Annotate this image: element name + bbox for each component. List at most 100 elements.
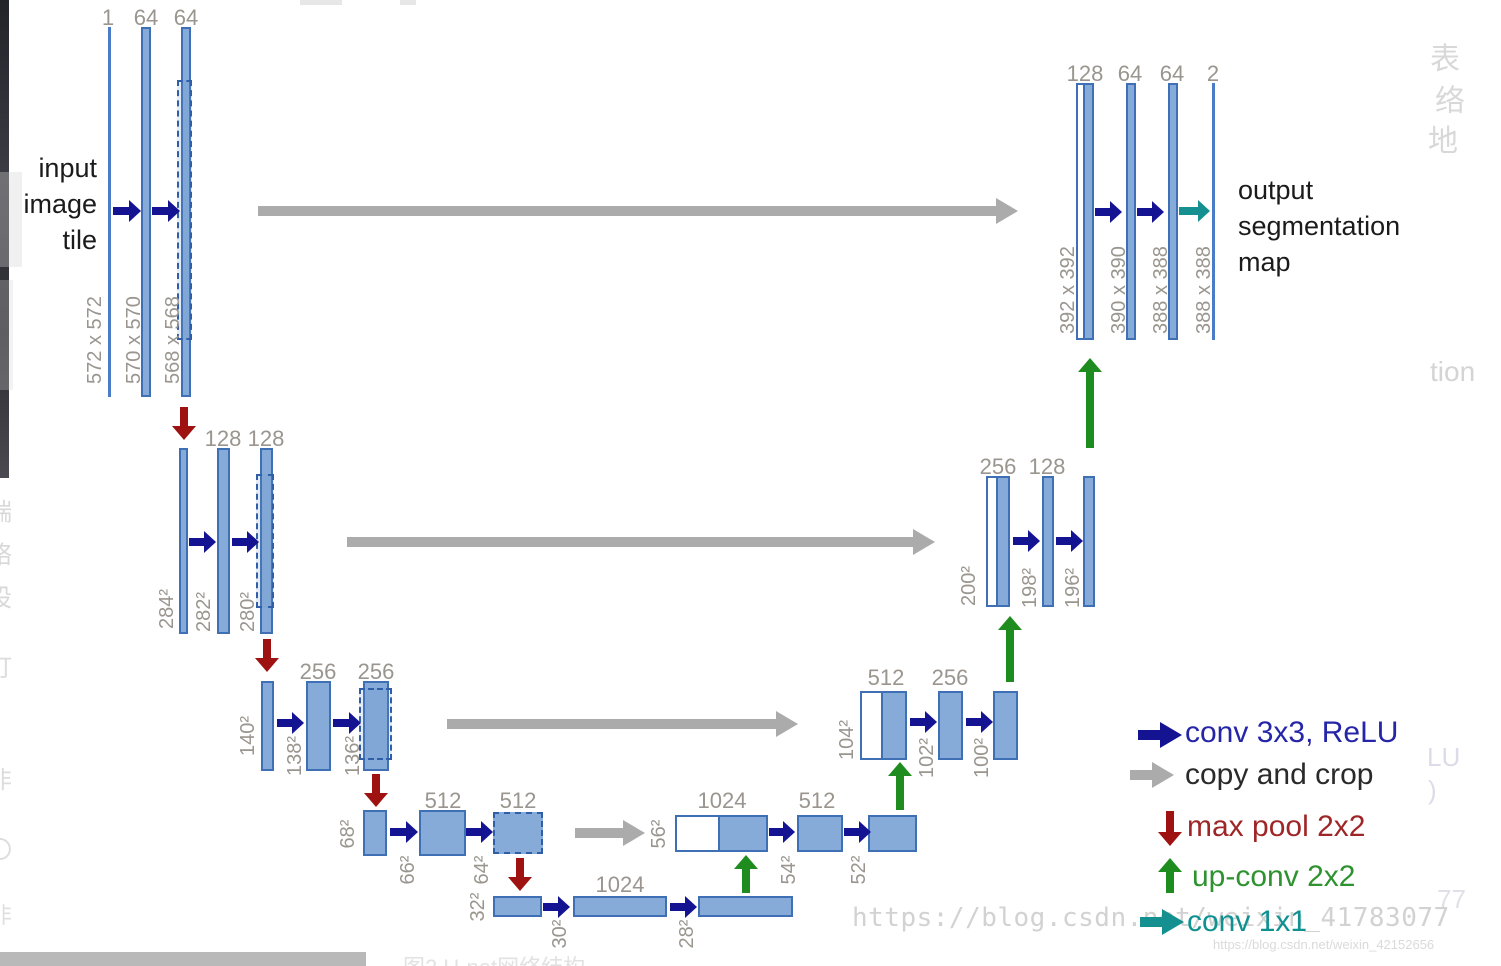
size-label: 388 x 388 [1193,246,1215,334]
copy-arrow-icon [575,820,645,846]
conv-arrow-icon [1013,530,1040,552]
channel-label: 512 [798,788,836,813]
size-label: 104² [836,719,858,761]
right-watermark-char: 络 [1435,85,1465,118]
size-label: 392 x 392 [1057,246,1079,334]
feature-map-bar [938,691,963,760]
size-label: 32² [467,892,489,922]
crop-region-dashed-box [493,812,543,854]
conv-arrow-icon [966,711,993,733]
size-label: 30² [549,919,571,949]
feature-map-bar [698,896,793,917]
channel-label: 2 [1206,61,1220,86]
left-edge-watermark-fragment: 端 [0,492,12,527]
channel-label: 256 [979,454,1017,479]
conv-arrow-icon [113,200,141,222]
left-edge-dark-strip [0,0,9,478]
output-segmentation-map-label: output segmentation map [1238,175,1401,277]
channel-label: 1024 [697,788,747,813]
left-edge-watermark-fragment: 设 [0,578,12,613]
max-pool-arrow-icon [508,858,532,891]
conv1x1-arrow-icon [1179,200,1210,222]
conv1x1-arrow-icon [1140,909,1184,935]
left-edge-watermark-fragment: 〇 [0,830,12,865]
up-conv-arrow-icon [1158,858,1182,893]
channel-label: 64 [1117,61,1143,86]
size-label: 140² [237,715,259,757]
left-edge-watermark-fragment: 非 [0,903,13,928]
channel-label: 256 [357,659,395,684]
conv-arrow-icon [1137,201,1164,223]
feature-map-bar [868,815,917,852]
legend-max-pool: max pool 2x2 [1187,810,1366,843]
channel-label: 64 [1159,61,1185,86]
conv-arrow-icon [769,821,795,843]
channel-label: 256 [299,659,337,684]
conv-arrow-icon [466,821,493,843]
copy-arrow-icon [1130,762,1174,788]
feature-map-bar [108,27,111,397]
csdn-watermark-small: https://blog.csdn.net/weixin_42152656 [1213,937,1435,952]
max-pool-arrow-icon [172,407,196,440]
channel-label: 1024 [595,872,645,897]
conv-arrow-icon [152,200,180,222]
conv-arrow-icon [670,896,697,918]
size-label: 572 x 572 [84,296,106,384]
conv-arrow-icon [1138,722,1182,748]
conv-arrow-icon [189,531,216,553]
up-conv-arrow-icon [1078,358,1102,448]
feature-map-bar [996,476,1010,607]
up-conv-arrow-icon [734,855,758,893]
feature-map-bar [363,681,389,771]
size-label: 28² [676,919,698,949]
left-edge-watermark-fragment: 非 [0,760,12,795]
input-image-tile-label: input image tile [23,153,97,255]
feature-map-bar [363,810,387,856]
size-label: 56² [648,819,670,849]
channel-label: 512 [499,788,537,813]
channel-label: 512 [867,665,905,690]
copy-arrow-icon [447,711,798,737]
legend-conv1x1: conv 1x1 [1187,905,1308,938]
feature-map-bar [217,448,230,634]
size-label: 138² [284,735,306,777]
channel-label: 64 [173,5,199,30]
top-edge-noise [400,0,416,5]
feature-map-bar [261,681,274,771]
max-pool-arrow-icon [1158,811,1182,846]
size-label: 66² [397,855,419,885]
size-label: 568 x 568 [162,296,184,384]
channel-label: 128 [247,426,285,451]
size-label: 570 x 570 [123,296,145,384]
right-watermark-fragment: 77 [1437,884,1466,914]
right-watermark-fragment: ) [1428,775,1437,805]
size-label: 284² [156,588,178,630]
feature-map-bar [993,691,1018,760]
channel-label: 128 [204,426,242,451]
top-edge-noise [300,0,342,5]
conv-arrow-icon [543,896,570,918]
size-label: 100² [971,737,993,779]
channel-label: 1 [101,5,115,30]
up-conv-arrow-icon [888,762,912,810]
right-watermark-fragment: LU [1427,742,1461,772]
size-label: 54² [778,855,800,885]
upsampled-feature-bar-white [675,815,720,852]
bottom-scrollbar-fragment [0,952,366,966]
feature-map-bar [306,681,331,771]
size-label: 198² [1019,567,1041,609]
left-edge-watermark-fragment: 打 [0,648,12,683]
output-map-line [1212,83,1215,340]
feature-map-bar [1168,83,1178,340]
channel-label: 128 [1066,61,1104,86]
size-label: 52² [848,855,870,885]
feature-map-bar [573,896,667,917]
copy-arrow-icon [258,198,1018,224]
size-label: 282² [193,591,215,633]
size-label: 390 x 390 [1108,246,1130,334]
feature-map-bar [1083,476,1095,607]
conv-arrow-icon [1095,201,1122,223]
feature-map-bar [419,810,466,856]
copy-arrow-icon [347,529,935,555]
